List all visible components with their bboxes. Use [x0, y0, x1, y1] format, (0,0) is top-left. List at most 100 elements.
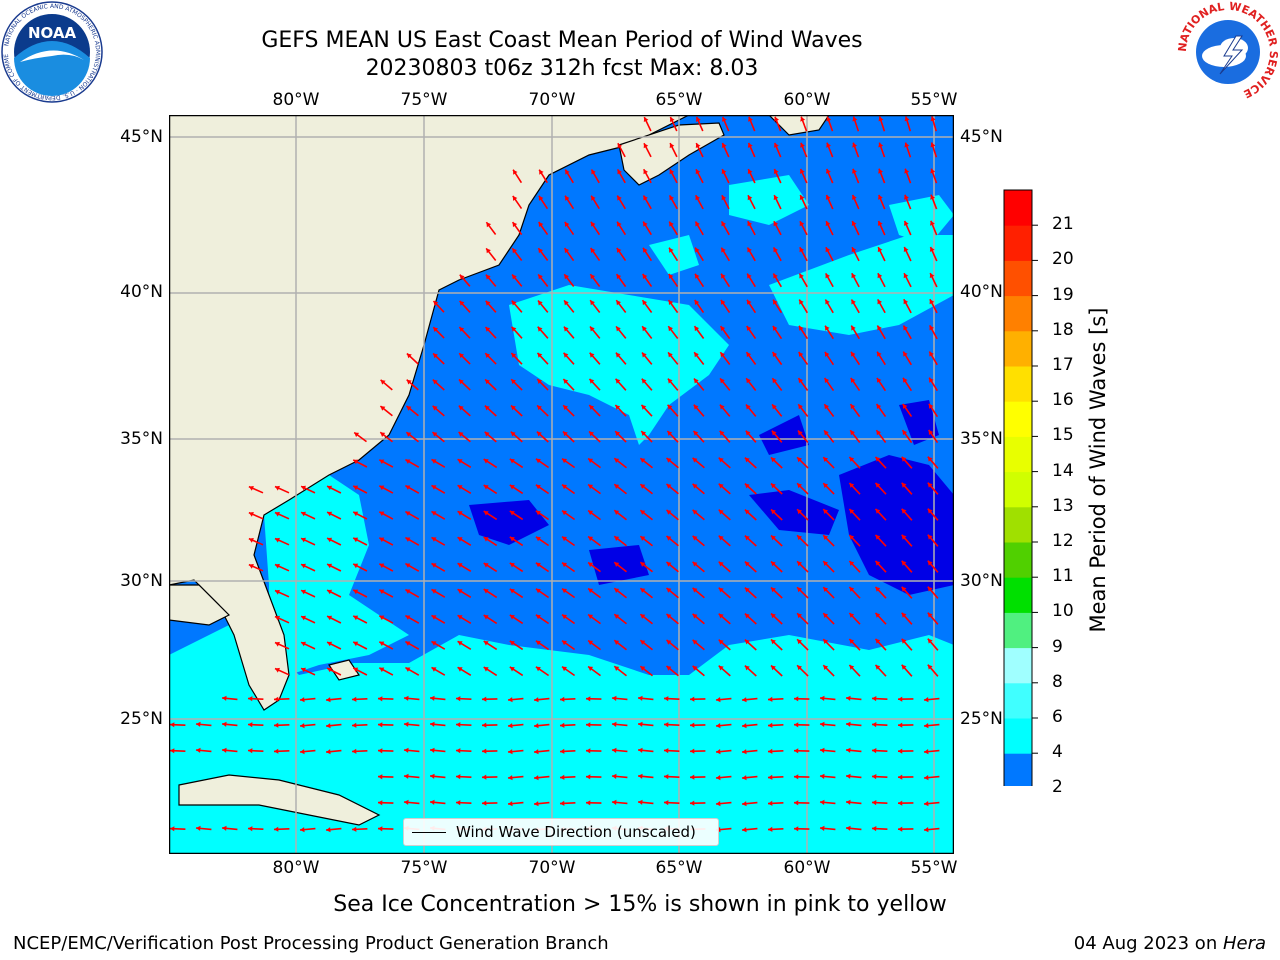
wind-wave-arrowhead	[823, 535, 829, 540]
wind-wave-arrowhead	[877, 273, 883, 279]
wind-wave-arrowhead	[431, 667, 437, 672]
wind-wave-arrowhead	[695, 143, 701, 148]
wind-wave-arrowhead	[924, 723, 929, 729]
wind-wave-arrowhead	[353, 589, 359, 595]
lat-lon-gridlines	[169, 115, 954, 854]
wind-wave-arrowhead	[774, 142, 779, 148]
wind-wave-arrowhead	[669, 247, 674, 253]
wind-wave-arrowhead	[508, 749, 513, 755]
wind-wave-arrowhead	[849, 535, 855, 540]
wind-wave-arrowhead	[536, 431, 542, 437]
wind-wave-arrowhead	[642, 274, 648, 279]
wind-wave-arrowhead	[562, 666, 567, 672]
wind-wave-arrowhead	[379, 485, 385, 491]
wind-wave-arrowhead	[875, 508, 881, 514]
wind-wave-arrowhead	[327, 537, 333, 543]
wind-wave-arrowhead	[929, 377, 934, 383]
colorbar-bin	[1004, 436, 1032, 473]
wind-wave-arrowhead	[667, 431, 673, 436]
wind-wave-arrowhead	[690, 748, 695, 754]
colorbar-tick-label: 14	[1052, 460, 1074, 481]
wind-wave-arrowhead	[797, 535, 802, 541]
wind-wave-arrowhead	[432, 379, 438, 385]
lat-tick-left-30n: 30°N	[120, 571, 163, 591]
colorbar-tick-label: 18	[1052, 319, 1074, 340]
wind-wave-arrowhead	[823, 639, 829, 644]
wind-wave-arrowhead	[509, 536, 515, 542]
wind-wave-arrowhead	[929, 325, 934, 331]
wind-wave-arrowhead	[352, 696, 357, 702]
wind-wave-arrowhead	[456, 722, 461, 728]
wind-wave-arrowhead	[878, 194, 883, 200]
wind-wave-arrowhead	[898, 696, 903, 702]
wind-wave-arrowhead	[744, 613, 750, 619]
wind-wave-arrowhead	[485, 327, 491, 332]
svg-text:NOAA: NOAA	[28, 24, 77, 42]
wind-wave-arrowhead	[849, 665, 855, 670]
wind-wave-arrowhead	[404, 799, 409, 805]
lat-tick-left-25n: 25°N	[120, 709, 163, 729]
wind-wave-arrowhead	[820, 773, 825, 779]
wind-wave-arrowhead	[612, 721, 617, 727]
wind-wave-arrowhead	[638, 773, 643, 779]
wind-wave-arrowhead	[535, 562, 541, 568]
legend-label: Wind Wave Direction (unscaled)	[456, 823, 696, 841]
wind-wave-arrowhead	[772, 352, 778, 357]
wind-wave-arrowhead	[222, 721, 227, 727]
wind-wave-arrowhead	[456, 800, 461, 806]
wind-wave-arrowhead	[485, 274, 491, 280]
wind-wave-arrowhead	[508, 697, 513, 703]
wind-wave-arrowhead	[851, 351, 856, 357]
wind-wave-arrowhead	[876, 377, 882, 383]
wind-wave-arrowhead	[562, 536, 567, 542]
wind-wave-arrowhead	[797, 639, 802, 645]
wind-wave-arrowhead	[851, 299, 856, 305]
wind-wave-arrowhead	[901, 560, 907, 566]
lon-tick-bottom-80w: 80°W	[272, 858, 320, 878]
wind-wave-arrowhead	[275, 641, 280, 647]
wind-wave-arrowhead	[512, 274, 517, 280]
wind-wave-arrowhead	[820, 695, 825, 701]
wind-wave-arrowhead	[560, 774, 565, 780]
colorbar-bin	[1004, 612, 1032, 649]
wind-wave-arrowhead	[170, 722, 175, 728]
wind-wave-arrowhead	[664, 800, 669, 806]
wind-wave-arrowhead	[799, 325, 804, 331]
wind-wave-arrowhead	[248, 748, 253, 754]
wind-wave-arrowhead	[668, 326, 673, 332]
wind-wave-arrowhead	[695, 169, 701, 175]
wind-wave-arrowhead	[747, 273, 752, 279]
wind-wave-arrowhead	[695, 116, 701, 122]
wind-wave-arrowhead	[170, 748, 175, 754]
wind-wave-arrowhead	[483, 485, 489, 490]
wind-wave-arrowhead	[591, 169, 596, 175]
lon-tick-top-60w: 60°W	[783, 90, 831, 110]
wind-wave-arrowhead	[564, 300, 569, 306]
wind-wave-arrowhead	[742, 775, 747, 781]
map-legend: Wind Wave Direction (unscaled)	[403, 818, 719, 846]
wind-wave-arrowhead	[771, 587, 776, 593]
wind-wave-arrowhead	[667, 378, 673, 384]
wind-wave-arrowhead	[924, 697, 929, 703]
wind-wave-arrowhead	[433, 353, 438, 359]
wind-wave-arrowhead	[744, 457, 750, 463]
wind-wave-arrowhead	[432, 432, 438, 437]
wind-wave-arrowhead	[562, 458, 567, 464]
colorbar-tick-label: 19	[1052, 284, 1074, 305]
wind-wave-arrowhead	[274, 826, 279, 832]
wind-wave-arrowhead	[666, 510, 672, 515]
wind-wave-arrowhead	[405, 563, 411, 568]
colorbar-tick-label: 2	[1052, 777, 1063, 798]
wind-wave-arrowhead	[878, 142, 884, 148]
lat-tick-right-40n: 40°N	[960, 282, 1003, 302]
wind-wave-arrowhead	[614, 536, 620, 541]
wind-wave-arrowhead	[642, 300, 648, 306]
wind-wave-arrowhead	[851, 221, 857, 226]
wind-wave-arrowhead	[720, 352, 725, 358]
wind-wave-arrowhead	[823, 509, 829, 514]
wind-wave-arrowhead	[612, 747, 617, 753]
wind-wave-arrowhead	[872, 722, 877, 728]
wind-wave-arrowhead	[695, 195, 701, 201]
wind-wave-arrowhead	[718, 509, 724, 515]
wind-wave-arrowhead	[565, 195, 570, 201]
